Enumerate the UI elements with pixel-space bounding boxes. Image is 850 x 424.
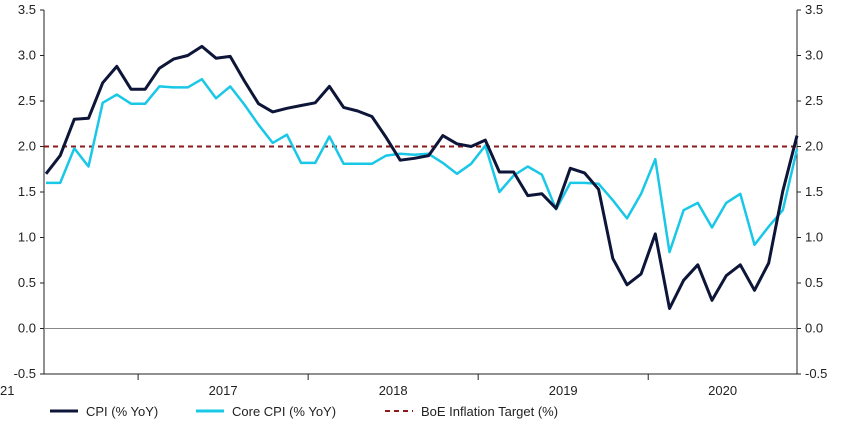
- right-tick-label: 0.5: [805, 275, 823, 290]
- series-line-core-cpi: [46, 77, 799, 254]
- right-tick-label: 1.5: [805, 184, 823, 199]
- right-tick-label: -0.5: [805, 366, 827, 381]
- x-year-label: 2018: [379, 383, 408, 398]
- legend: CPI (% YoY) Core CPI (% YoY) BoE Inflati…: [50, 404, 558, 419]
- legend-label-core-cpi: Core CPI (% YoY): [232, 404, 336, 419]
- legend-label-boe-target: BoE Inflation Target (%): [421, 404, 558, 419]
- left-tick-label: 0.5: [18, 275, 36, 290]
- left-tick-label: 1.5: [18, 184, 36, 199]
- right-tick-label: 0.0: [805, 321, 823, 336]
- x-year-label: 2020: [708, 383, 737, 398]
- left-axis-ticks: -0.5 0.0 0.5 1.0 1.5 2.0 2.5 3.0 3.5: [14, 2, 44, 381]
- axes: [43, 10, 798, 375]
- right-tick-label: 3.5: [805, 2, 823, 17]
- left-tick-label: 3.5: [18, 2, 36, 17]
- left-tick-label: 2.0: [18, 139, 36, 154]
- right-tick-label: 2.5: [805, 93, 823, 108]
- x-year-label: 2019: [549, 383, 578, 398]
- legend-label-cpi: CPI (% YoY): [86, 404, 158, 419]
- series-layer: [44, 44, 799, 310]
- left-tick-label: -0.5: [14, 366, 36, 381]
- left-tick-label: 0.0: [18, 321, 36, 336]
- left-tick-label: 2.5: [18, 93, 36, 108]
- right-tick-label: 3.0: [805, 48, 823, 63]
- left-tick-label: 1.0: [18, 230, 36, 245]
- right-axis-ticks: -0.5 0.0 0.5 1.0 1.5 2.0 2.5 3.0 3.5: [797, 2, 827, 381]
- right-tick-label: 2.0: [805, 139, 823, 154]
- series-line-cpi: [44, 44, 799, 310]
- right-tick-label: 1.0: [805, 230, 823, 245]
- x-year-label: 2017: [209, 383, 238, 398]
- left-tick-label: 3.0: [18, 48, 36, 63]
